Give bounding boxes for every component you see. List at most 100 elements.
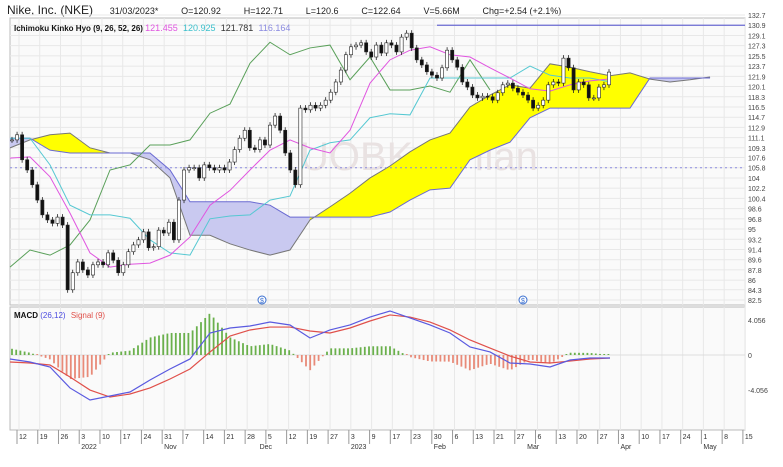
quote-date: 31/03/2023*	[109, 6, 159, 16]
candle	[263, 139, 267, 146]
x-tick-label: 24	[683, 434, 691, 441]
x-tick-label: 23	[413, 434, 421, 441]
macd-line	[9, 310, 610, 401]
candle	[470, 86, 475, 96]
candle	[30, 169, 35, 186]
x-period-label: Apr	[620, 444, 632, 451]
candle	[516, 87, 520, 93]
candle	[485, 95, 490, 98]
candle	[394, 44, 399, 53]
candle	[500, 84, 505, 94]
y-tick-label: 93.2	[748, 237, 762, 244]
cloud-segment	[49, 132, 71, 154]
candle	[15, 134, 19, 141]
candle	[96, 261, 100, 266]
candle	[546, 84, 551, 101]
candle	[146, 231, 151, 249]
candle	[55, 216, 60, 224]
candle	[247, 129, 252, 149]
y-tick-label: 114.7	[748, 115, 765, 122]
candle	[273, 115, 277, 126]
candle	[389, 42, 394, 46]
candle	[217, 167, 222, 171]
candle	[531, 99, 536, 109]
quote-low: L=120.6	[305, 6, 339, 16]
x-tick-label: 26	[60, 434, 68, 441]
x-tick-label: 5	[268, 434, 272, 441]
candle	[308, 104, 313, 111]
y-tick-label: 109.3	[748, 146, 766, 153]
dividend-marker-circle	[257, 295, 267, 305]
y-tick-label: 102.2	[748, 186, 766, 193]
x-tick-label: 3	[81, 434, 85, 441]
candle	[25, 159, 30, 171]
y-tick-label: 86	[748, 278, 756, 285]
cloud-segment	[429, 132, 451, 191]
x-tick-label: 14	[206, 434, 214, 441]
candle	[151, 246, 156, 249]
y-tick-label: 105.8	[748, 166, 766, 173]
candle	[20, 134, 25, 161]
cloud-segment	[229, 201, 251, 251]
x-tick-label: 10	[102, 434, 110, 441]
candle	[566, 57, 571, 69]
y-tick-label: 104	[748, 176, 760, 183]
candle	[505, 82, 510, 86]
candle	[602, 84, 606, 88]
x-tick-label: 6	[455, 434, 459, 441]
y-tick-label: 87.8	[748, 268, 762, 275]
candle	[45, 214, 50, 221]
candle	[227, 161, 232, 171]
candle	[50, 219, 55, 224]
candle	[278, 115, 283, 131]
y-tick-label: 82.5	[748, 298, 762, 305]
x-tick-label: 27	[517, 434, 525, 441]
candle	[75, 261, 80, 274]
candle	[414, 47, 419, 61]
y-tick-label: 84.3	[748, 288, 762, 295]
candle	[475, 94, 480, 99]
x-tick-label: 17	[123, 434, 131, 441]
x-period-label: 2023	[351, 444, 367, 451]
candle	[111, 252, 116, 261]
x-tick-label: 12	[19, 434, 27, 441]
y-tick-label: 118.3	[748, 95, 765, 102]
macd-y-tick-label: -4.056	[748, 388, 768, 395]
signal-label: Signal (9)	[70, 311, 106, 320]
x-tick-label: 17	[392, 434, 400, 441]
x-tick-label: 13	[558, 434, 566, 441]
candle	[440, 67, 444, 79]
quote-high: H=122.71	[243, 6, 283, 16]
candle	[126, 251, 131, 266]
candle	[435, 74, 439, 79]
candle	[171, 221, 176, 241]
x-period-label: Dec	[260, 444, 273, 451]
candle	[85, 269, 90, 276]
x-tick-label: 27	[330, 434, 338, 441]
cloud-segment	[609, 72, 631, 109]
cloud-segment	[249, 201, 271, 256]
candle	[374, 44, 379, 58]
quote-volume: V=5.66M	[423, 6, 460, 16]
candle	[490, 96, 495, 101]
x-tick-label: 8	[724, 434, 728, 441]
candle	[136, 239, 141, 246]
candle	[268, 124, 272, 146]
candle	[323, 99, 328, 106]
dividend-marker-circle	[518, 295, 528, 305]
tenkan-value: 121.455	[145, 23, 178, 33]
candle	[141, 231, 146, 241]
y-tick-label: 127.3	[748, 44, 766, 51]
dividend-marker-icon: $	[257, 295, 267, 305]
x-period-label: Mar	[527, 444, 540, 451]
candle	[399, 36, 404, 53]
candle	[187, 167, 191, 171]
candle	[419, 59, 424, 66]
candle	[298, 107, 303, 186]
x-tick-label: 19	[40, 434, 48, 441]
candle	[237, 137, 242, 150]
candle	[313, 104, 318, 109]
x-tick-label: 1	[703, 434, 707, 441]
candle	[192, 167, 197, 170]
